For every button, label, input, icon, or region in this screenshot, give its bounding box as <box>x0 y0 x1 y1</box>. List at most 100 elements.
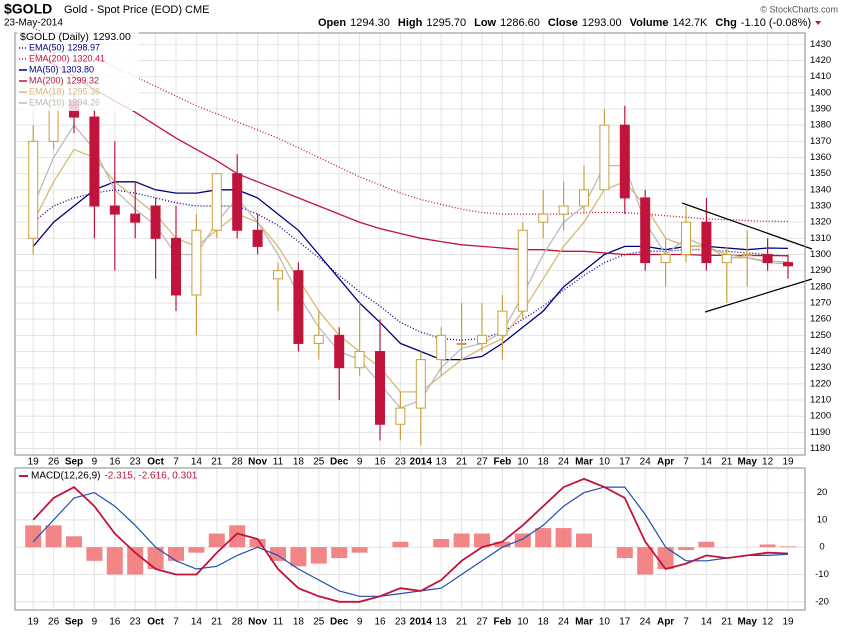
y-tick-label: 1290 <box>810 265 831 276</box>
x-tick-label: 19 <box>782 617 794 628</box>
x-tick-label: May <box>737 457 757 468</box>
candle-body <box>273 270 283 280</box>
candle-body <box>599 124 610 191</box>
price-frame <box>14 32 806 456</box>
candle-body <box>701 221 712 264</box>
y-tick-label: 1220 <box>810 378 831 389</box>
x-tick-label: 21 <box>456 457 468 468</box>
candle-body <box>109 205 120 215</box>
x-tick-label: 24 <box>640 617 652 628</box>
candle-body <box>375 351 385 425</box>
candle-body <box>354 351 365 369</box>
chart-title: $GOLD <box>4 1 52 17</box>
y-tick-label: 1380 <box>810 120 831 131</box>
candle-body <box>538 213 549 223</box>
candle-body <box>191 229 202 296</box>
candle-body <box>558 205 569 215</box>
x-tick-label: 21 <box>211 457 223 468</box>
macd-tick-label: 20 <box>817 487 828 498</box>
candle-body <box>171 237 181 296</box>
candle-body <box>497 310 508 336</box>
x-tick-label: Feb <box>494 617 512 628</box>
x-tick-label: Dec <box>330 457 349 468</box>
y-tick-label: 1340 <box>810 184 831 195</box>
x-tick-label: Dec <box>330 617 349 628</box>
signal-line <box>32 486 789 597</box>
macd-histogram-bar <box>106 547 123 575</box>
candle-body <box>783 262 793 267</box>
x-tick-label: 18 <box>293 617 305 628</box>
candle-body <box>640 197 651 264</box>
candle-body <box>742 254 753 257</box>
x-tick-label: Oct <box>147 617 164 628</box>
quote-value: 1286.60 <box>500 17 540 29</box>
macd-histogram-bar <box>494 541 511 548</box>
plot-area <box>15 27 805 610</box>
candle-body <box>313 334 324 344</box>
quote-value: 1294.30 <box>350 17 390 29</box>
x-tick-label: 25 <box>313 457 325 468</box>
macd-histogram-bar <box>168 547 184 561</box>
candle-body <box>681 221 691 256</box>
x-tick-label: Apr <box>657 617 674 628</box>
x-tick-label: 16 <box>374 457 386 468</box>
macd-histogram-bar <box>290 547 307 567</box>
y-tick-label: 1260 <box>810 314 831 325</box>
legend-label: EMA(10) <box>29 97 65 107</box>
x-tick-label: 21 <box>721 617 733 628</box>
quote-value: 142.7K <box>673 17 709 29</box>
macd-values: -2.315, -2.616, 0.301 <box>104 471 197 482</box>
x-tick-label: 17 <box>619 457 631 468</box>
x-tick-label: 21 <box>211 617 223 628</box>
legend-value: 1293.00 <box>93 31 131 43</box>
macd-histogram-bar <box>66 536 82 548</box>
y-tick-label: 1430 <box>810 39 831 50</box>
candle-body <box>28 140 39 239</box>
macd-histogram-bar <box>535 528 552 548</box>
y-tick-label: 1400 <box>810 87 831 98</box>
x-tick-label: 18 <box>538 617 550 628</box>
x-tick-label: 10 <box>517 617 529 628</box>
candle-body <box>517 229 528 312</box>
x-tick-label: 23 <box>395 617 407 628</box>
y-tick-label: 1360 <box>810 152 831 163</box>
x-tick-label: 7 <box>173 457 179 468</box>
y-tick-label: 1240 <box>810 346 831 357</box>
candle-body <box>395 407 406 425</box>
x-tick-label: May <box>737 617 757 628</box>
x-tick-label: 16 <box>109 457 121 468</box>
quote-label: Low <box>474 17 496 29</box>
macd-histogram-bar <box>453 533 470 548</box>
y-tick-label: 1370 <box>810 136 831 147</box>
legend-value: 1298.97 <box>68 42 101 52</box>
macd-histogram-bar <box>127 547 144 575</box>
x-tick-label: Sep <box>65 457 83 468</box>
macd-frame <box>14 467 806 611</box>
legend: MACD(12,26,9) -2.315, -2.616, 0.301 $GOLD … <box>17 31 198 482</box>
y-tick-label: 1420 <box>810 55 831 66</box>
macd-histogram-bar <box>759 544 776 548</box>
macd-tick-label: -20 <box>815 596 829 607</box>
legend-bg <box>17 31 139 111</box>
y-tick-label: 1230 <box>810 362 831 373</box>
legend-label: $GOLD (Daily) <box>20 31 89 43</box>
candle-body <box>89 116 100 207</box>
macd-histogram-bar <box>188 547 205 553</box>
legend-label: EMA(200) <box>29 53 70 63</box>
y-tick-label: 1390 <box>810 104 831 115</box>
quote-label: Close <box>548 17 578 29</box>
macd-histogram-bar <box>637 547 654 575</box>
x-tick-label: 9 <box>357 457 363 468</box>
ma-line <box>32 189 789 341</box>
x-tick-label: 23 <box>395 457 407 468</box>
candle-body <box>579 189 589 207</box>
x-tick-label: Mar <box>575 457 593 468</box>
x-tick-label: 16 <box>374 617 386 628</box>
x-tick-label: 21 <box>456 617 468 628</box>
macd-histogram-bar <box>576 533 592 548</box>
x-tick-label: 18 <box>538 457 550 468</box>
candle-body <box>762 254 773 264</box>
x-tick-label: 7 <box>683 617 689 628</box>
candle-body <box>150 205 161 239</box>
